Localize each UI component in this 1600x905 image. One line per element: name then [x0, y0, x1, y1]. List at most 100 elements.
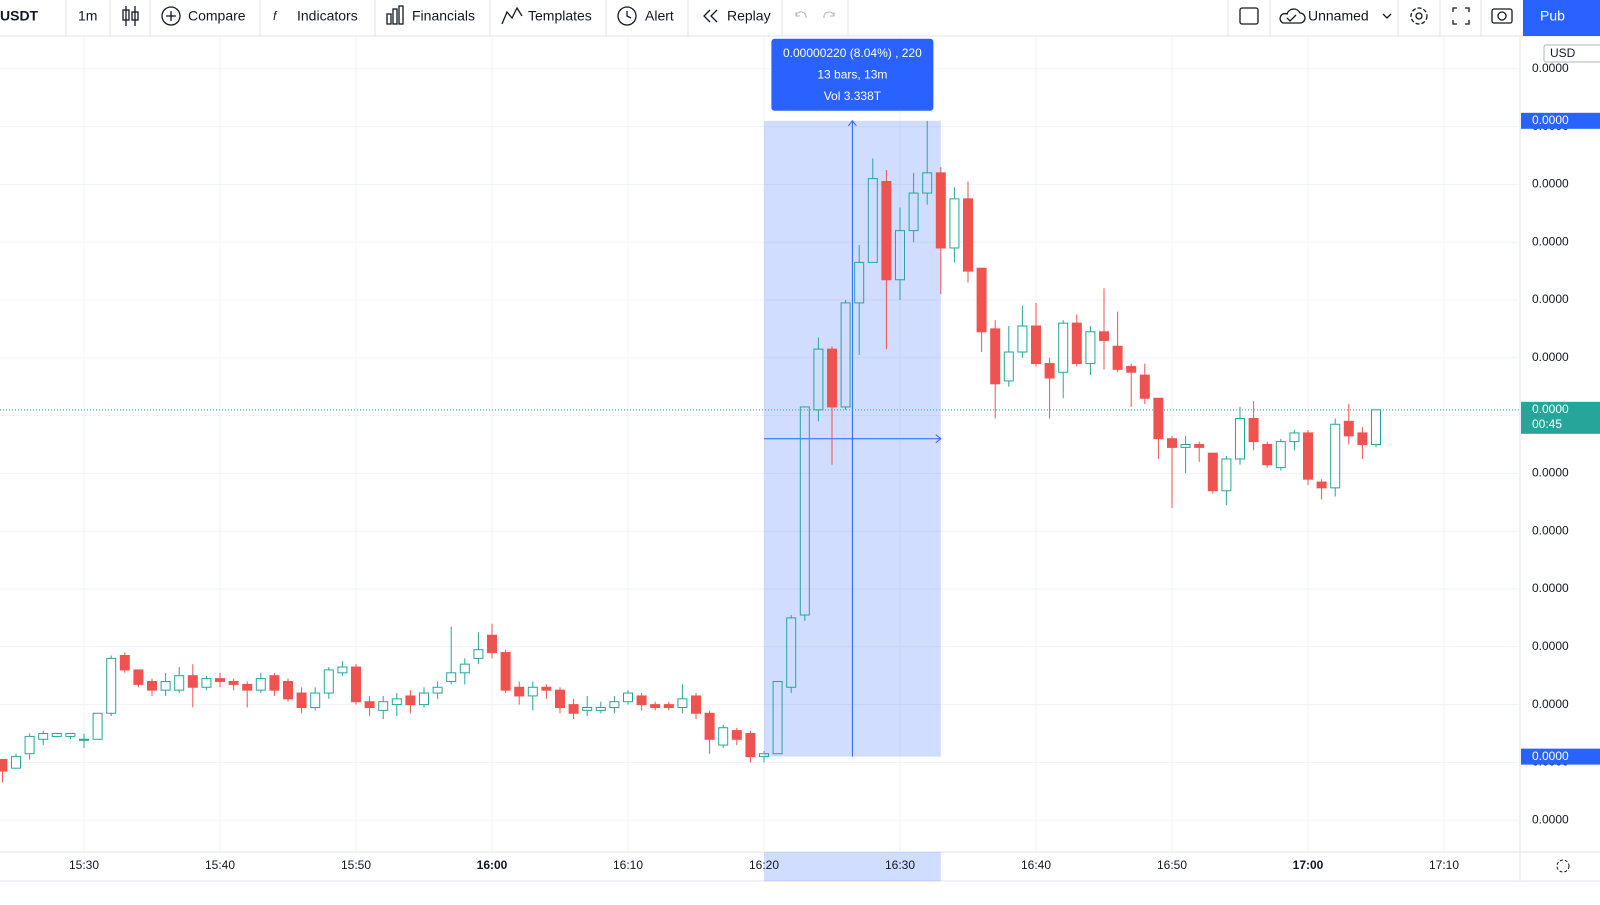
price-label-bg	[1521, 112, 1600, 129]
publish-button-bg[interactable]	[1523, 0, 1600, 36]
measure-arrow	[848, 120, 857, 127]
candle-body	[1044, 363, 1055, 379]
candle-body	[895, 230, 905, 281]
candle-body	[1099, 331, 1109, 341]
symbol[interactable]: USDT	[0, 8, 39, 24]
candle-body	[1003, 351, 1014, 382]
candle-body	[79, 738, 89, 741]
candle-body	[187, 675, 198, 688]
candle-body	[555, 689, 565, 708]
y-tick-label: 0.0000	[1532, 523, 1569, 537]
candle-body	[1058, 322, 1069, 373]
layout-icon[interactable]	[1239, 7, 1259, 25]
candle-body	[840, 302, 851, 408]
candle-body	[609, 701, 620, 708]
candle-body	[1153, 397, 1164, 440]
candle-body	[908, 192, 919, 232]
publish-button[interactable]: Pub	[1540, 8, 1565, 24]
candle-body	[24, 735, 35, 755]
countdown-label: 00:45	[1532, 417, 1562, 431]
compare-button[interactable]: Compare	[188, 8, 246, 24]
candle-body	[364, 701, 375, 708]
fullscreen-icon[interactable]	[1452, 7, 1470, 25]
candle-body	[1207, 452, 1218, 492]
financials-icon	[386, 5, 404, 25]
candle-body	[799, 406, 810, 616]
x-tick-label: 16:20	[749, 858, 779, 872]
y-tick-label: 0.0000	[1532, 466, 1569, 480]
candle-body	[568, 704, 579, 714]
candle-body	[446, 672, 457, 682]
interval-button[interactable]: 1m	[78, 8, 97, 24]
candle-body	[1112, 345, 1123, 370]
candle-body	[745, 733, 756, 758]
axis-settings-icon[interactable]	[1556, 859, 1570, 873]
candle-body	[595, 706, 606, 711]
candle-body	[1357, 432, 1368, 446]
candle-body	[1235, 417, 1245, 460]
candle-body	[636, 695, 647, 706]
candle-body	[514, 686, 525, 697]
candle-body	[0, 759, 8, 772]
candle-body	[160, 680, 171, 691]
candle-body	[419, 692, 429, 706]
candle-body	[1139, 374, 1150, 399]
alert-button[interactable]: Alert	[645, 8, 674, 24]
candle-body	[65, 733, 76, 737]
price-label: 0.0000	[1532, 113, 1569, 127]
price-label: 0.0000	[1532, 749, 1569, 763]
candle-body	[351, 666, 361, 703]
candle-body	[1221, 458, 1232, 492]
x-tick-label: 16:40	[1021, 858, 1051, 872]
y-tick-label: 0.0000	[1532, 61, 1569, 75]
templates-icon	[501, 6, 523, 25]
candle-body	[1262, 444, 1273, 466]
redo-icon[interactable]	[823, 11, 835, 19]
candle-body	[867, 178, 878, 263]
layout-name[interactable]: Unnamed	[1308, 8, 1369, 24]
candle-body	[255, 678, 266, 691]
chart-style-icon[interactable]	[122, 6, 139, 26]
candle-body	[1343, 420, 1354, 437]
candle-body	[296, 692, 307, 708]
financials-button[interactable]: Financials	[412, 8, 475, 24]
candle-body	[1167, 438, 1177, 448]
candle-body	[1371, 409, 1381, 446]
measure-arrow	[935, 434, 942, 444]
candle-body	[935, 172, 946, 249]
price-axis-bg	[1520, 37, 1600, 881]
replay-icon	[703, 9, 718, 23]
y-tick-label: 0.0000	[1532, 177, 1569, 191]
candle-body	[147, 680, 157, 691]
templates-button[interactable]: Templates	[528, 8, 592, 24]
replay-button[interactable]: Replay	[727, 8, 771, 24]
y-tick-label: 0.0000	[1532, 292, 1569, 306]
candle-body	[922, 172, 933, 194]
candle-body	[500, 652, 511, 691]
dropdown-icon[interactable]	[1382, 13, 1392, 19]
y-tick-label: 0.0000	[1532, 697, 1569, 711]
candle-body	[623, 692, 633, 703]
candle-body	[38, 733, 49, 740]
candle-body	[106, 657, 117, 714]
chart-layer: 0.0000 0.0000 0.0000 0.0000 0.0000 0.0000 0.00…	[0, 37, 1600, 882]
measure-tooltip-text: 0.00000220 (8.04%) , 220	[783, 46, 922, 60]
candle-body	[718, 727, 729, 746]
candle-body	[1330, 423, 1341, 489]
candle-body	[473, 649, 484, 659]
candle-body	[1126, 365, 1137, 373]
candle-body	[459, 663, 470, 674]
time-axis-highlight	[764, 852, 941, 881]
x-tick-label: 16:10	[613, 858, 643, 872]
candle-body	[963, 198, 973, 272]
x-tick-label: 17:00	[1293, 858, 1324, 872]
candle-body	[691, 695, 701, 714]
candle-body	[541, 686, 552, 691]
price-label-bg	[1521, 748, 1600, 765]
candle-body	[731, 730, 742, 740]
snapshot-icon[interactable]	[1491, 8, 1513, 24]
indicators-button[interactable]: Indicators	[297, 8, 358, 24]
undo-icon[interactable]	[795, 11, 807, 19]
settings-icon[interactable]	[1410, 7, 1428, 25]
